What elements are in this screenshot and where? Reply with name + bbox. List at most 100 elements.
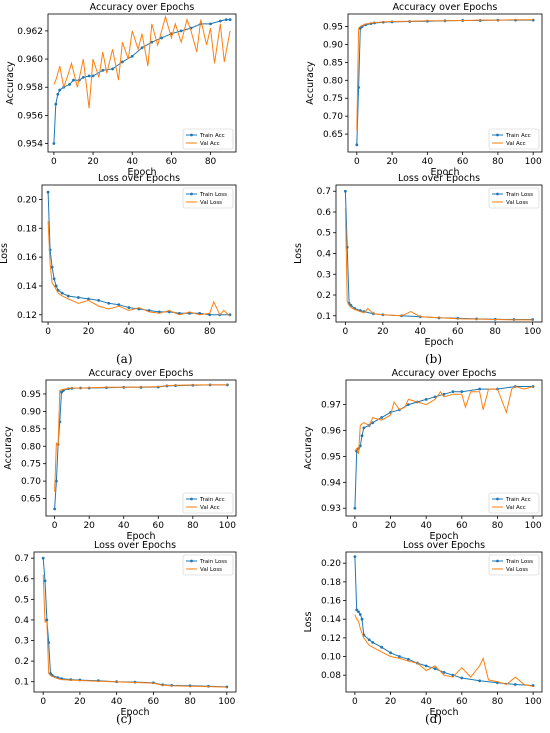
series-line-val	[54, 384, 228, 492]
plot-frame	[347, 13, 543, 153]
legend-label: Train Acc	[199, 497, 225, 503]
train-point	[127, 306, 131, 309]
train-point	[406, 657, 410, 661]
train-point	[66, 294, 70, 298]
y-tick-label: 0.94	[321, 478, 341, 488]
y-tick-label: 0.5	[317, 229, 331, 239]
train-point	[111, 67, 115, 71]
y-tick-label: 0.1	[317, 312, 331, 322]
train-point	[360, 434, 364, 438]
train-point	[45, 618, 49, 622]
y-tick-label: 0.6	[317, 208, 332, 218]
x-tick-label: 80	[492, 157, 504, 167]
x-tick-label: 60	[452, 327, 464, 337]
y-axis-label: Loss	[0, 243, 10, 264]
legend-marker	[190, 133, 193, 137]
train-point	[60, 390, 63, 394]
legend-box	[488, 492, 540, 514]
x-tick-label: 40	[422, 157, 434, 167]
x-tick-label: 20	[386, 157, 398, 167]
x-tick-label: 20	[385, 697, 397, 707]
x-tick-label: 0	[52, 521, 58, 531]
y-tick-label: 0.65	[21, 495, 41, 505]
train-point	[367, 638, 371, 642]
train-point	[362, 426, 366, 430]
y-tick-label: 0.18	[17, 224, 37, 234]
train-point	[360, 617, 364, 621]
train-point	[101, 68, 105, 72]
train-point	[52, 277, 56, 281]
train-point	[228, 18, 232, 22]
legend-marker	[190, 559, 193, 563]
series-line-train	[42, 558, 227, 688]
x-tick-label: 20	[83, 521, 95, 531]
y-tick-label: 0.954	[17, 140, 43, 150]
train-point	[398, 655, 401, 658]
x-tick-label: 20	[74, 697, 86, 707]
y-axis-label: Accuracy	[5, 61, 16, 105]
legend-label: Val Acc	[506, 141, 526, 147]
y-tick-label: 0.93	[321, 504, 341, 514]
panel-label-a: (a)	[116, 352, 133, 366]
x-axis-label: Epoch	[126, 531, 155, 542]
train-point	[442, 671, 446, 674]
series-line-val	[42, 574, 227, 688]
train-point	[353, 506, 357, 510]
train-point	[424, 664, 428, 668]
y-tick-label: 0.75	[21, 460, 41, 470]
train-point	[41, 556, 45, 560]
y-tick-label: 0.70	[21, 477, 41, 487]
legend-label: Val Acc	[506, 505, 526, 511]
series-line-val	[47, 221, 231, 317]
legend-marker	[496, 192, 499, 196]
train-point	[107, 301, 111, 305]
x-tick-label: 100	[219, 521, 236, 531]
train-point	[478, 679, 482, 683]
series-line-val	[354, 385, 534, 454]
x-tick-label: 80	[204, 327, 216, 337]
train-point	[188, 311, 191, 315]
y-axis-label: Loss	[293, 243, 304, 264]
legend-label: Train Acc	[505, 133, 531, 139]
train-point	[343, 189, 347, 193]
legend-box	[182, 128, 234, 150]
y-tick-label: 0.95	[21, 390, 41, 400]
legend-label: Train Acc	[199, 133, 225, 139]
train-point	[58, 88, 62, 92]
y-axis-label: Accuracy	[3, 426, 14, 470]
train-point	[52, 142, 56, 145]
x-tick-label: 0	[354, 157, 360, 167]
series-line-train	[354, 556, 534, 686]
series-line-train	[354, 386, 534, 509]
legend-label: Train Loss	[199, 559, 227, 565]
x-tick-label: 40	[118, 521, 130, 531]
y-axis-label: Loss	[303, 612, 314, 633]
y-tick-label: 0.7	[317, 187, 331, 197]
y-tick-label: 0.958	[17, 83, 43, 93]
y-tick-label: 0.962	[17, 27, 43, 37]
train-point	[87, 74, 91, 78]
legend-label: Train Loss	[199, 192, 227, 198]
chart-c_acc: Accuracy over Epochs 0 20 40 60 80 100 0.65 0.70…	[3, 368, 237, 542]
series-line-train	[356, 19, 534, 145]
series-line-val	[344, 207, 533, 321]
plot-frame	[41, 184, 237, 323]
y-tick-label: 0.90	[323, 40, 343, 50]
y-axis-label: Accuracy	[303, 426, 314, 470]
train-point	[406, 403, 410, 407]
legend-box	[488, 187, 540, 209]
x-tick-label: 80	[187, 521, 199, 531]
x-tick-label: 60	[457, 157, 469, 167]
train-point	[478, 387, 482, 391]
x-tick-label: 80	[489, 327, 501, 337]
panel-label-c: (c)	[116, 712, 133, 726]
train-point	[355, 608, 359, 612]
x-tick-label: 100	[524, 327, 541, 337]
legend-box	[488, 554, 540, 576]
y-tick-label: 0.956	[17, 111, 43, 121]
legend-label: Val Loss	[200, 200, 222, 206]
train-point	[357, 610, 360, 614]
x-tick-label: 40	[420, 697, 432, 707]
y-tick-label: 0.95	[323, 23, 343, 33]
x-tick-label: 0	[51, 157, 57, 167]
